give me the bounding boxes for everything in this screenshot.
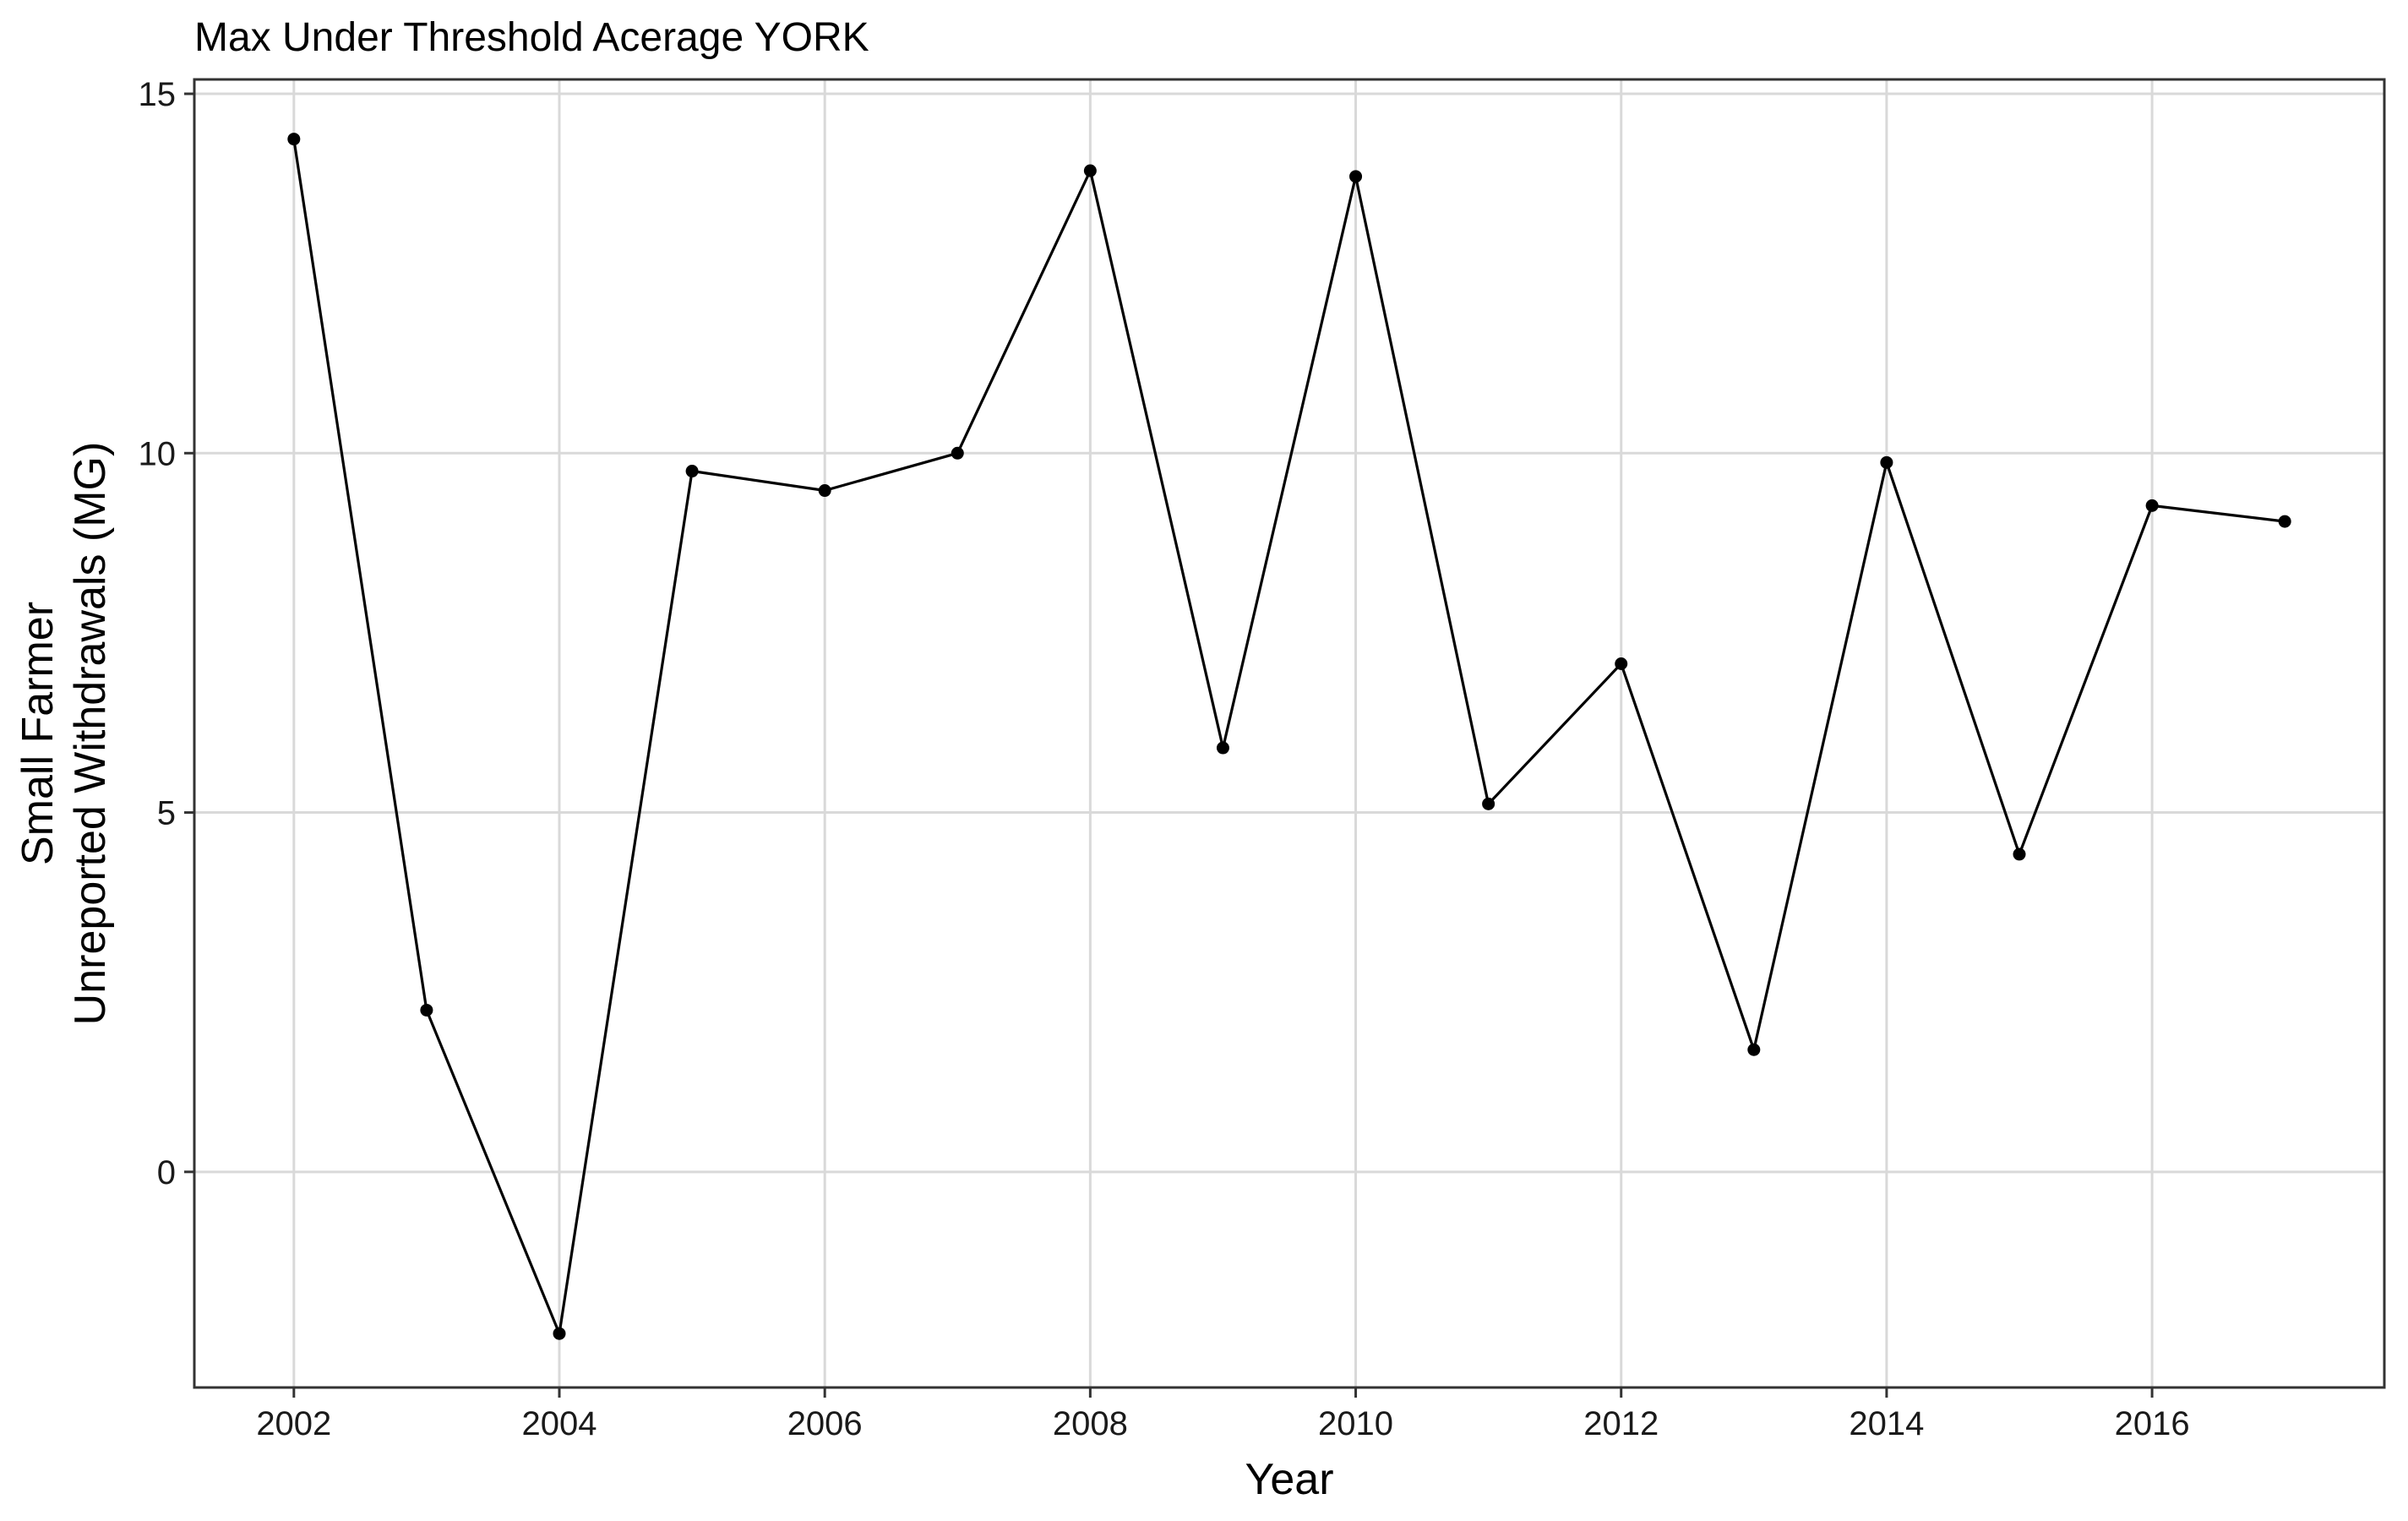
- series-layer: [287, 133, 2291, 1340]
- data-point-2017: [2278, 515, 2291, 528]
- data-point-2004: [553, 1327, 566, 1340]
- x-tick-label: 2014: [1849, 1405, 1924, 1442]
- data-point-2003: [420, 1003, 433, 1017]
- x-tick-label: 2016: [2115, 1405, 2190, 1442]
- data-point-2007: [951, 446, 964, 460]
- chart-title: Max Under Threshold Acerage YORK: [194, 15, 869, 60]
- grid: [194, 79, 2384, 1387]
- y-tick-label: 0: [157, 1154, 176, 1191]
- series-line: [292, 139, 2285, 1335]
- axes: 2002 2004 2006 2008 2010 2012 2014 2016 0 5 10 15: [139, 76, 2190, 1442]
- data-point-2010: [1349, 170, 1363, 183]
- data-point-2008: [1083, 164, 1097, 177]
- y-axis-title-line-1: Small Farmer: [14, 602, 63, 865]
- x-tick-label: 2012: [1583, 1405, 1659, 1442]
- y-axis-title-line-2: Unreported Withdrawals (MG): [66, 442, 115, 1026]
- y-tick-label: 15: [139, 76, 177, 113]
- x-tick-label: 2006: [787, 1405, 863, 1442]
- data-point-2002: [287, 133, 301, 146]
- x-tick-label: 2002: [256, 1405, 331, 1442]
- x-tick-label: 2004: [522, 1405, 597, 1442]
- data-point-2015: [2013, 848, 2026, 861]
- data-point-2014: [1880, 455, 1893, 469]
- data-point-2012: [1615, 657, 1628, 670]
- y-tick-label: 5: [157, 795, 176, 832]
- y-tick-label: 10: [139, 435, 177, 472]
- data-point-2011: [1482, 797, 1495, 810]
- data-point-2006: [818, 484, 831, 498]
- data-point-2016: [2145, 499, 2159, 512]
- panel-border: [193, 78, 2386, 1389]
- x-tick-label: 2010: [1318, 1405, 1393, 1442]
- x-tick-label: 2008: [1053, 1405, 1128, 1442]
- y-axis-title-group: Small Farmer Unreported Withdrawals (MG): [14, 442, 115, 1026]
- data-point-2013: [1747, 1043, 1761, 1056]
- data-point-2005: [685, 465, 699, 478]
- x-axis-title: Year: [1245, 1455, 1333, 1504]
- data-point-2009: [1216, 741, 1229, 755]
